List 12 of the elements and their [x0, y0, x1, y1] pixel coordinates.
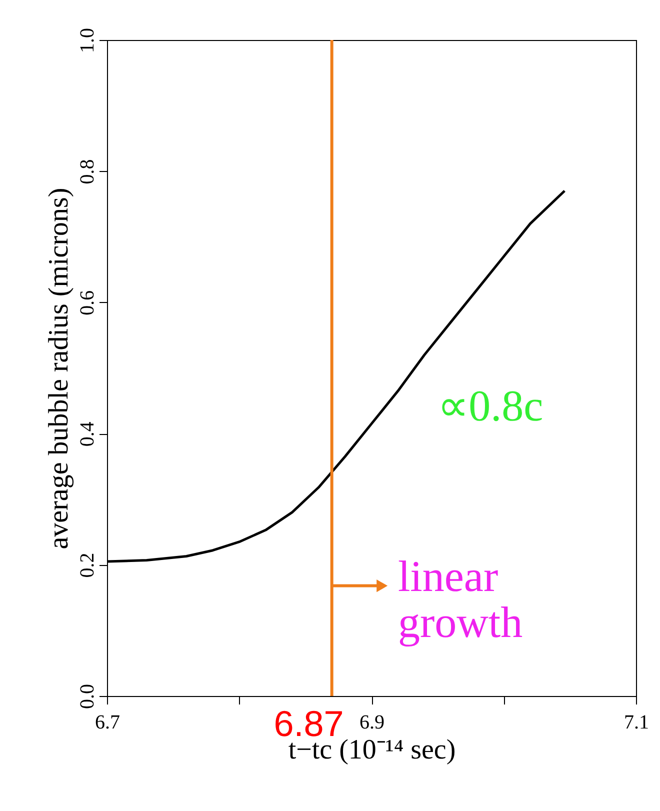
annotation: linear growth	[398, 552, 523, 647]
y-tick-label: 0.2	[76, 552, 98, 578]
x-tick-label: 7.1	[624, 712, 649, 734]
y-tick-label: 0.8	[76, 159, 98, 184]
y-tick-label: 0.4	[76, 422, 98, 447]
x-tick-label: 6.9	[360, 712, 384, 734]
y-tick-label: 0.6	[76, 290, 98, 316]
x-tick-label: 6.7	[95, 712, 120, 734]
y-tick-label: 1.0	[76, 28, 98, 53]
y-tick-label: 0.0	[76, 684, 98, 709]
annotation: ∝0.8c	[438, 381, 544, 430]
y-axis-title: average bubble radius (microns)	[44, 188, 74, 550]
